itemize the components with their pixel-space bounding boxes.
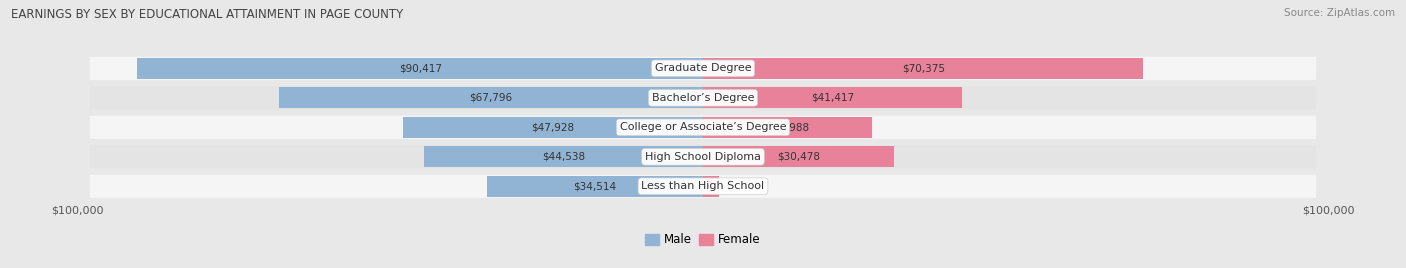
Bar: [404, 117, 703, 138]
Text: $70,375: $70,375: [901, 63, 945, 73]
Text: $90,417: $90,417: [399, 63, 441, 73]
Bar: [425, 146, 703, 168]
Text: $67,796: $67,796: [470, 93, 512, 103]
Bar: [486, 176, 703, 197]
Bar: [703, 58, 1143, 79]
Bar: [703, 146, 894, 168]
Bar: [703, 87, 962, 109]
Text: $47,928: $47,928: [531, 122, 575, 132]
Text: Less than High School: Less than High School: [641, 181, 765, 191]
Bar: [703, 117, 872, 138]
Text: Bachelor’s Degree: Bachelor’s Degree: [652, 93, 754, 103]
FancyBboxPatch shape: [90, 175, 1316, 198]
Bar: [278, 87, 703, 109]
Bar: [138, 58, 703, 79]
Text: $2,499: $2,499: [725, 181, 762, 191]
Text: $34,514: $34,514: [574, 181, 617, 191]
FancyBboxPatch shape: [90, 116, 1316, 139]
Text: Source: ZipAtlas.com: Source: ZipAtlas.com: [1284, 8, 1395, 18]
Text: EARNINGS BY SEX BY EDUCATIONAL ATTAINMENT IN PAGE COUNTY: EARNINGS BY SEX BY EDUCATIONAL ATTAINMEN…: [11, 8, 404, 21]
Text: $44,538: $44,538: [543, 152, 585, 162]
Text: $26,988: $26,988: [766, 122, 808, 132]
FancyBboxPatch shape: [90, 86, 1316, 109]
FancyBboxPatch shape: [90, 145, 1316, 168]
Text: $41,417: $41,417: [811, 93, 853, 103]
Text: Graduate Degree: Graduate Degree: [655, 63, 751, 73]
FancyBboxPatch shape: [90, 57, 1316, 80]
Text: High School Diploma: High School Diploma: [645, 152, 761, 162]
Text: $30,478: $30,478: [778, 152, 820, 162]
Bar: [703, 176, 718, 197]
Legend: Male, Female: Male, Female: [641, 229, 765, 251]
Text: College or Associate’s Degree: College or Associate’s Degree: [620, 122, 786, 132]
